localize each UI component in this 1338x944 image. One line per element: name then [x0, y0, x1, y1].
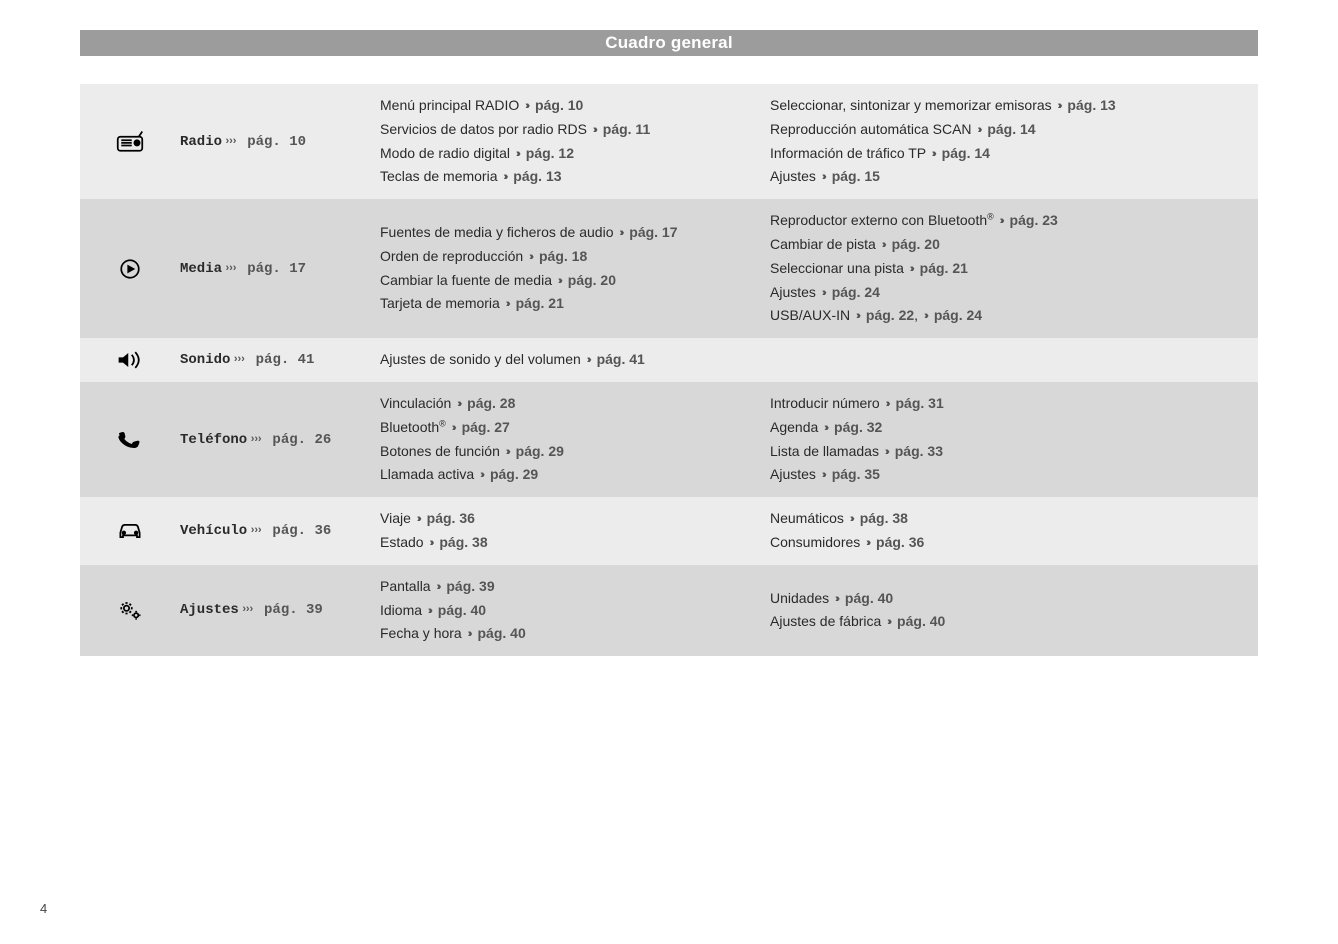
topic-entry[interactable]: Cambiar de pista ››› pág. 20	[770, 233, 1258, 257]
table-row: Media ››› pág. 17Fuentes de media y fich…	[80, 199, 1258, 338]
topics-right: Introducir número ››› pág. 31Agenda ››› …	[770, 392, 1258, 487]
topic-entry[interactable]: Agenda ››› pág. 32	[770, 416, 1258, 440]
topics-left: Menú principal RADIO ››› pág. 10Servicio…	[380, 94, 770, 189]
category-name[interactable]: Radio ››› pág. 10	[180, 134, 380, 150]
topic-entry[interactable]: Ajustes ››› pág. 35	[770, 463, 1258, 487]
section-title-bar: Cuadro general	[80, 30, 1258, 56]
topics-right: Seleccionar, sintonizar y memorizar emis…	[770, 94, 1258, 189]
topic-entry[interactable]: Estado ››› pág. 38	[380, 531, 770, 555]
table-row: Radio ››› pág. 10Menú principal RADIO ››…	[80, 84, 1258, 199]
topics-left: Ajustes de sonido y del volumen ››› pág.…	[380, 348, 770, 372]
topics-left: Fuentes de media y ficheros de audio ›››…	[380, 221, 770, 316]
media-icon	[80, 258, 180, 280]
page-number: 4	[40, 901, 47, 916]
topic-entry[interactable]: Fecha y hora ››› pág. 40	[380, 622, 770, 646]
table-row: Ajustes ››› pág. 39Pantalla ››› pág. 39I…	[80, 565, 1258, 656]
category-name[interactable]: Teléfono ››› pág. 26	[180, 432, 380, 448]
sound-icon	[80, 349, 180, 371]
phone-icon	[80, 429, 180, 451]
topic-entry[interactable]: Introducir número ››› pág. 31	[770, 392, 1258, 416]
topic-entry[interactable]: Vinculación ››› pág. 28	[380, 392, 770, 416]
topic-entry[interactable]: Menú principal RADIO ››› pág. 10	[380, 94, 770, 118]
topic-entry[interactable]: Seleccionar una pista ››› pág. 21	[770, 257, 1258, 281]
topics-left: Pantalla ››› pág. 39Idioma ››› pág. 40Fe…	[380, 575, 770, 646]
topics-right: Neumáticos ››› pág. 38Consumidores ››› p…	[770, 507, 1258, 555]
topic-entry[interactable]: Tarjeta de memoria ››› pág. 21	[380, 292, 770, 316]
topic-entry[interactable]: Unidades ››› pág. 40	[770, 587, 1258, 611]
topic-entry[interactable]: Información de tráfico TP ››› pág. 14	[770, 142, 1258, 166]
topics-left: Vinculación ››› pág. 28Bluetooth® ››› pá…	[380, 392, 770, 487]
topic-entry[interactable]: Reproducción automática SCAN ››› pág. 14	[770, 118, 1258, 142]
topic-entry[interactable]: Ajustes de fábrica ››› pág. 40	[770, 610, 1258, 634]
topic-entry[interactable]: Reproductor externo con Bluetooth® ››› p…	[770, 209, 1258, 233]
topic-entry[interactable]: Orden de reproducción ››› pág. 18	[380, 245, 770, 269]
document-page: Cuadro general Radio ››› pág. 10Menú pri…	[0, 0, 1338, 944]
topic-entry[interactable]: Cambiar la fuente de media ››› pág. 20	[380, 269, 770, 293]
overview-table: Radio ››› pág. 10Menú principal RADIO ››…	[80, 84, 1258, 656]
category-name[interactable]: Sonido ››› pág. 41	[180, 352, 380, 368]
vehicle-icon	[80, 520, 180, 542]
topic-entry[interactable]: Llamada activa ››› pág. 29	[380, 463, 770, 487]
table-row: Vehículo ››› pág. 36Viaje ››› pág. 36Est…	[80, 497, 1258, 565]
topic-entry[interactable]: Bluetooth® ››› pág. 27	[380, 416, 770, 440]
topic-entry[interactable]: Neumáticos ››› pág. 38	[770, 507, 1258, 531]
topic-entry[interactable]: Lista de llamadas ››› pág. 33	[770, 440, 1258, 464]
category-name[interactable]: Vehículo ››› pág. 36	[180, 523, 380, 539]
radio-icon	[80, 131, 180, 153]
table-row: Teléfono ››› pág. 26Vinculación ››› pág.…	[80, 382, 1258, 497]
category-name[interactable]: Media ››› pág. 17	[180, 261, 380, 277]
topics-right: Unidades ››› pág. 40Ajustes de fábrica ›…	[770, 587, 1258, 635]
topic-entry[interactable]: Fuentes de media y ficheros de audio ›››…	[380, 221, 770, 245]
topics-right: Reproductor externo con Bluetooth® ››› p…	[770, 209, 1258, 328]
topic-entry[interactable]: Ajustes ››› pág. 24	[770, 281, 1258, 305]
topic-entry[interactable]: Idioma ››› pág. 40	[380, 599, 770, 623]
topic-entry[interactable]: Ajustes ››› pág. 15	[770, 165, 1258, 189]
topic-entry[interactable]: Servicios de datos por radio RDS ››› pág…	[380, 118, 770, 142]
topic-entry[interactable]: Botones de función ››› pág. 29	[380, 440, 770, 464]
topic-entry[interactable]: Modo de radio digital ››› pág. 12	[380, 142, 770, 166]
topic-entry[interactable]: Seleccionar, sintonizar y memorizar emis…	[770, 94, 1258, 118]
table-row: Sonido ››› pág. 41Ajustes de sonido y de…	[80, 338, 1258, 382]
topic-entry[interactable]: Ajustes de sonido y del volumen ››› pág.…	[380, 348, 770, 372]
topic-entry[interactable]: Teclas de memoria ››› pág. 13	[380, 165, 770, 189]
topic-entry[interactable]: Viaje ››› pág. 36	[380, 507, 770, 531]
topic-entry[interactable]: Pantalla ››› pág. 39	[380, 575, 770, 599]
category-name[interactable]: Ajustes ››› pág. 39	[180, 602, 380, 618]
settings-icon	[80, 599, 180, 621]
topic-entry[interactable]: USB/AUX-IN ››› pág. 22, ››› pág. 24	[770, 304, 1258, 328]
topic-entry[interactable]: Consumidores ››› pág. 36	[770, 531, 1258, 555]
section-title: Cuadro general	[605, 33, 733, 53]
topics-left: Viaje ››› pág. 36Estado ››› pág. 38	[380, 507, 770, 555]
